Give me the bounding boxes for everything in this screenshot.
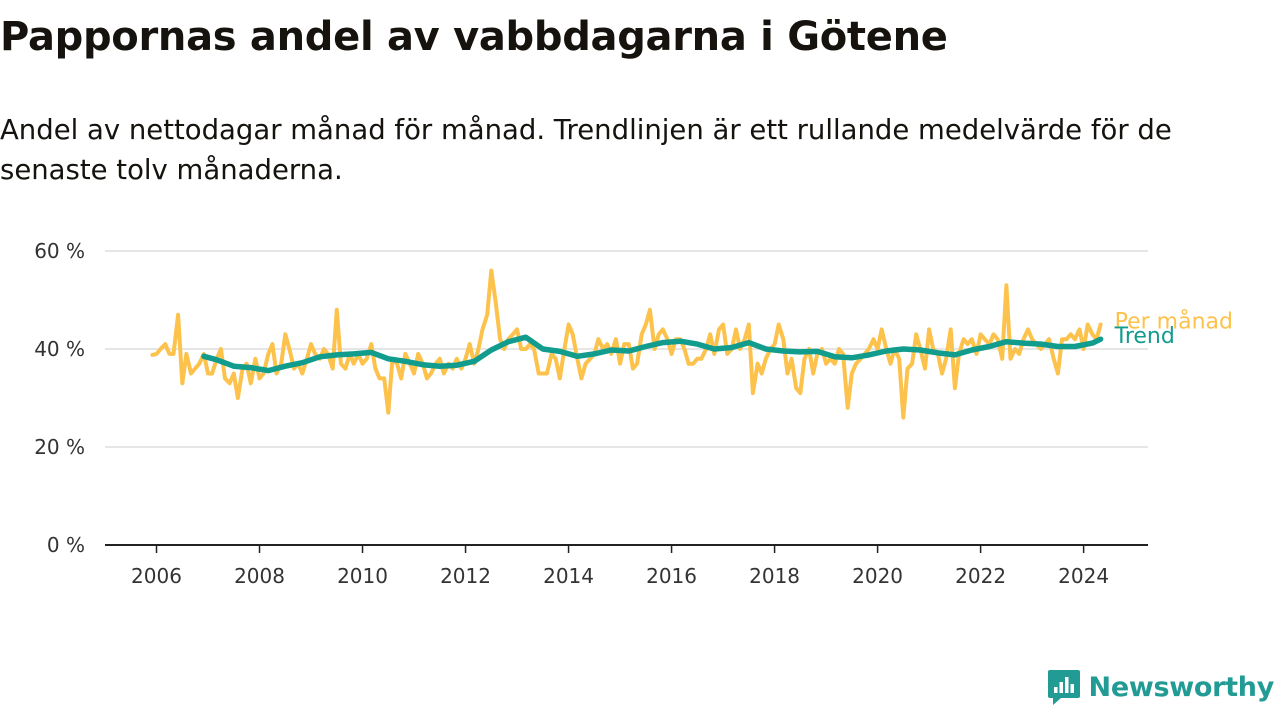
brand-name: Newsworthy (1088, 671, 1275, 703)
series-line-trend (201, 334, 1104, 374)
brand-logo: Newsworthy (1047, 668, 1274, 706)
x-tick-label-2006: 2006 (131, 564, 182, 588)
y-tick-label-60: 60 % (34, 239, 85, 263)
x-tick-label-2008: 2008 (234, 564, 285, 588)
x-tick-label-2016: 2016 (646, 564, 697, 588)
y-tick-label-20: 20 % (34, 435, 85, 459)
series-label-trend: Trend (1114, 324, 1175, 349)
chart-title: Pappornas andel av vabbdagarna i Götene (0, 14, 948, 60)
x-tick-label-2020: 2020 (852, 564, 903, 588)
newsworthy-logo-icon (1047, 670, 1080, 705)
y-tick-label-0: 0 % (47, 533, 85, 557)
x-tick-label-2012: 2012 (440, 564, 491, 588)
series-line-per-manad (150, 268, 1103, 420)
x-tick-label-2018: 2018 (749, 564, 800, 588)
x-axis: 2006 2008 2010 2012 2014 2016 2018 2020 2022 2024 (131, 545, 1109, 588)
line-chart: 0 % 20 % 40 % 60 % 2006 2008 2010 2012 2014 2016… (34, 239, 1233, 588)
y-axis: 0 % 20 % 40 % 60 % (34, 239, 85, 557)
y-tick-label-40: 40 % (34, 337, 85, 361)
x-tick-label-2010: 2010 (337, 564, 388, 588)
x-tick-label-2022: 2022 (955, 564, 1006, 588)
chart-subtitle: Andel av nettodagar månad för månad. Tre… (0, 114, 1172, 186)
x-tick-label-2014: 2014 (543, 564, 594, 588)
series-label-per-manad: Per månad (1115, 309, 1233, 335)
x-tick-label-2024: 2024 (1058, 564, 1109, 588)
